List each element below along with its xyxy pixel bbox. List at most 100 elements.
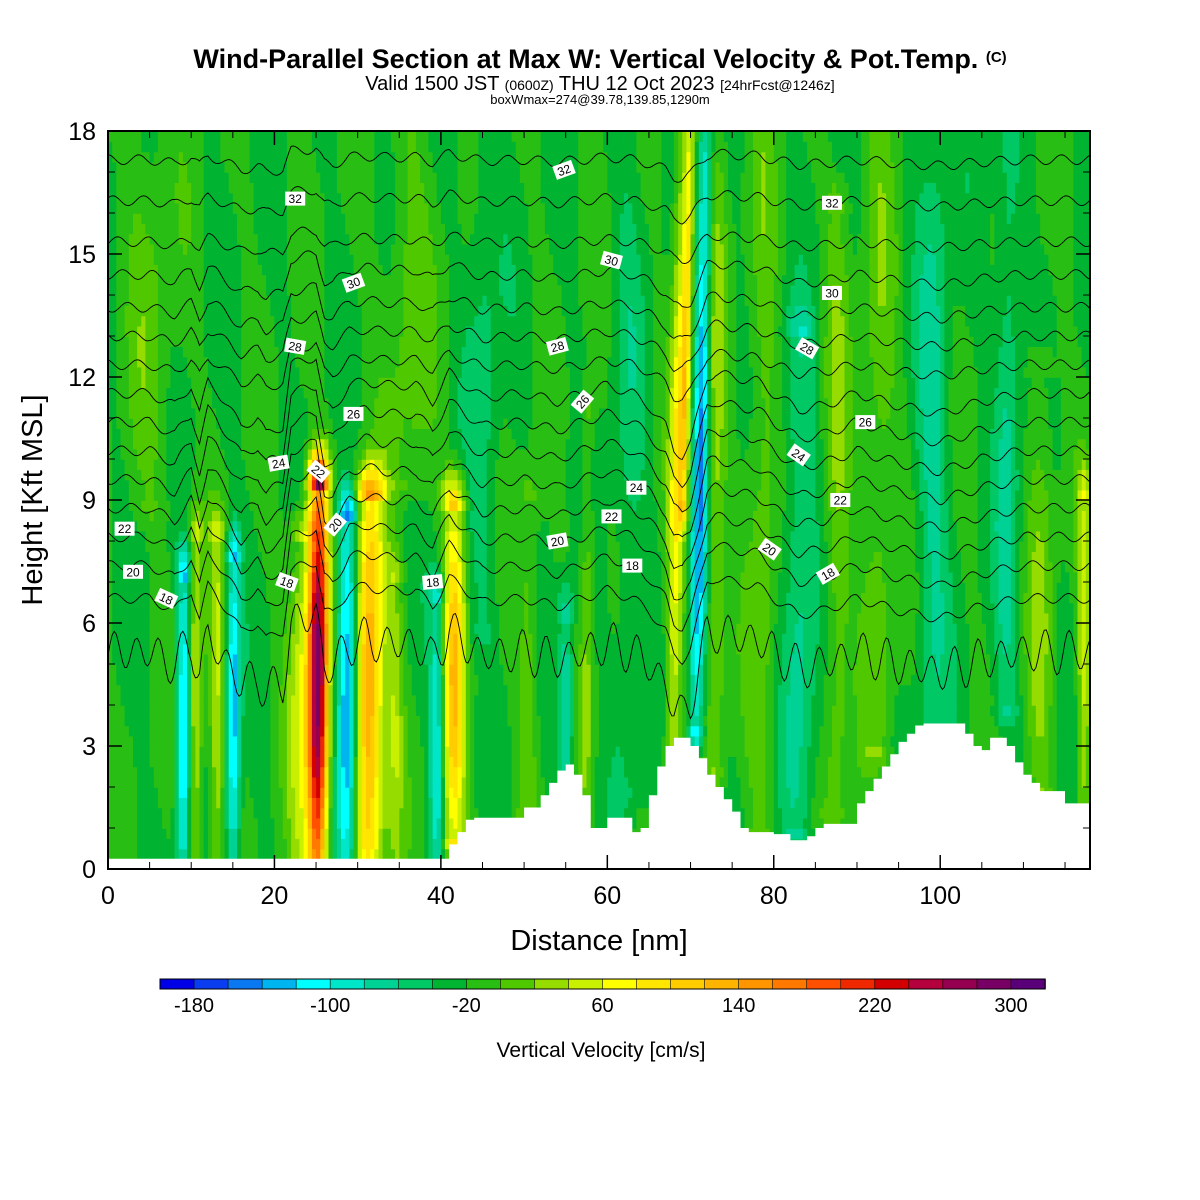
velocity-cell: [648, 756, 654, 768]
velocity-cell: [607, 787, 613, 798]
velocity-cell: [769, 674, 775, 686]
velocity-cell: [116, 817, 122, 829]
velocity-cell: [199, 725, 205, 737]
velocity-cell: [320, 674, 326, 686]
velocity-cell: [569, 694, 575, 706]
velocity-cell: [732, 664, 738, 675]
velocity-cell: [232, 664, 238, 675]
velocity-cell: [224, 674, 230, 686]
velocity-cell: [694, 735, 700, 747]
velocity-cell: [108, 725, 113, 737]
velocity-cell: [757, 766, 762, 778]
velocity-cell: [478, 694, 484, 706]
velocity-cell: [361, 787, 367, 798]
velocity-cell: [840, 725, 846, 737]
velocity-cell: [844, 756, 850, 768]
velocity-cell: [865, 694, 871, 706]
velocity-cell: [1040, 766, 1045, 778]
velocity-cell: [1065, 653, 1070, 665]
velocity-cell: [395, 766, 400, 778]
velocity-cell: [707, 653, 713, 665]
velocity-cell: [216, 643, 222, 655]
velocity-cell: [765, 705, 771, 716]
velocity-cell: [861, 715, 866, 727]
velocity-cell: [191, 828, 197, 839]
velocity-cell: [495, 725, 500, 737]
velocity-cell: [515, 715, 521, 727]
velocity-cell: [415, 715, 421, 727]
velocity-cell: [819, 746, 825, 757]
velocity-cell: [332, 684, 338, 696]
velocity-cell: [120, 725, 126, 737]
velocity-cell: [994, 684, 1000, 696]
velocity-cell: [286, 664, 292, 675]
velocity-cell: [578, 746, 584, 757]
velocity-cell: [453, 828, 459, 839]
velocity-cell: [445, 817, 450, 829]
velocity-cell: [786, 674, 792, 686]
velocity-cell: [490, 684, 496, 696]
velocity-cell: [607, 746, 613, 757]
velocity-cell: [869, 653, 875, 665]
velocity-cell: [366, 684, 371, 696]
velocity-cell: [902, 674, 908, 686]
velocity-cell: [902, 715, 908, 727]
velocity-cell: [528, 684, 534, 696]
velocity-cell: [807, 828, 812, 839]
velocity-cell: [436, 694, 442, 706]
velocity-cell: [848, 684, 854, 696]
velocity-cell: [1044, 756, 1050, 768]
velocity-cell: [915, 684, 921, 696]
velocity-cell: [299, 746, 305, 757]
valid-date: THU 12 Oct 2023: [558, 73, 715, 95]
velocity-cell: [191, 653, 197, 665]
velocity-cell: [191, 776, 197, 788]
velocity-cell: [640, 705, 646, 716]
velocity-cell: [1065, 684, 1070, 696]
velocity-cell: [420, 694, 425, 706]
velocity-cell: [836, 807, 842, 819]
velocity-cell: [166, 817, 172, 829]
velocity-cell: [407, 715, 413, 727]
velocity-cell: [349, 817, 355, 829]
velocity-cell: [237, 787, 242, 798]
velocity-cell: [773, 776, 779, 788]
velocity-cell: [777, 746, 783, 757]
velocity-cell: [474, 787, 480, 798]
velocity-cell: [415, 746, 421, 757]
velocity-cell: [640, 776, 646, 788]
velocity-cell: [249, 838, 255, 850]
velocity-cell: [178, 817, 184, 829]
velocity-cell: [844, 766, 850, 778]
velocity-cell: [636, 684, 642, 696]
velocity-cell: [203, 776, 209, 788]
velocity-cell: [399, 725, 405, 737]
velocity-cell: [1006, 653, 1012, 665]
velocity-cell: [474, 797, 480, 809]
velocity-cell: [786, 756, 792, 768]
velocity-cell: [823, 746, 829, 757]
velocity-cell: [224, 848, 230, 860]
velocity-cell: [291, 653, 296, 665]
velocity-cell: [1023, 674, 1029, 686]
velocity-cell: [324, 807, 330, 819]
velocity-cell: [811, 776, 817, 788]
velocity-cell: [644, 756, 650, 768]
velocity-cell: [203, 674, 209, 686]
velocity-cell: [1048, 746, 1054, 757]
velocity-cell: [777, 725, 783, 737]
velocity-cell: [619, 674, 625, 686]
velocity-cell: [1035, 674, 1041, 686]
velocity-cell: [544, 694, 550, 706]
velocity-cell: [873, 705, 879, 716]
velocity-cell: [345, 653, 351, 665]
velocity-cell: [603, 715, 609, 727]
velocity-cell: [266, 766, 271, 778]
velocity-cell: [420, 746, 425, 757]
velocity-cell: [648, 705, 654, 716]
velocity-cell: [840, 715, 846, 727]
velocity-cell: [253, 746, 259, 757]
velocity-cell: [224, 684, 230, 696]
velocity-cell: [802, 787, 808, 798]
velocity-cell: [1077, 787, 1083, 798]
